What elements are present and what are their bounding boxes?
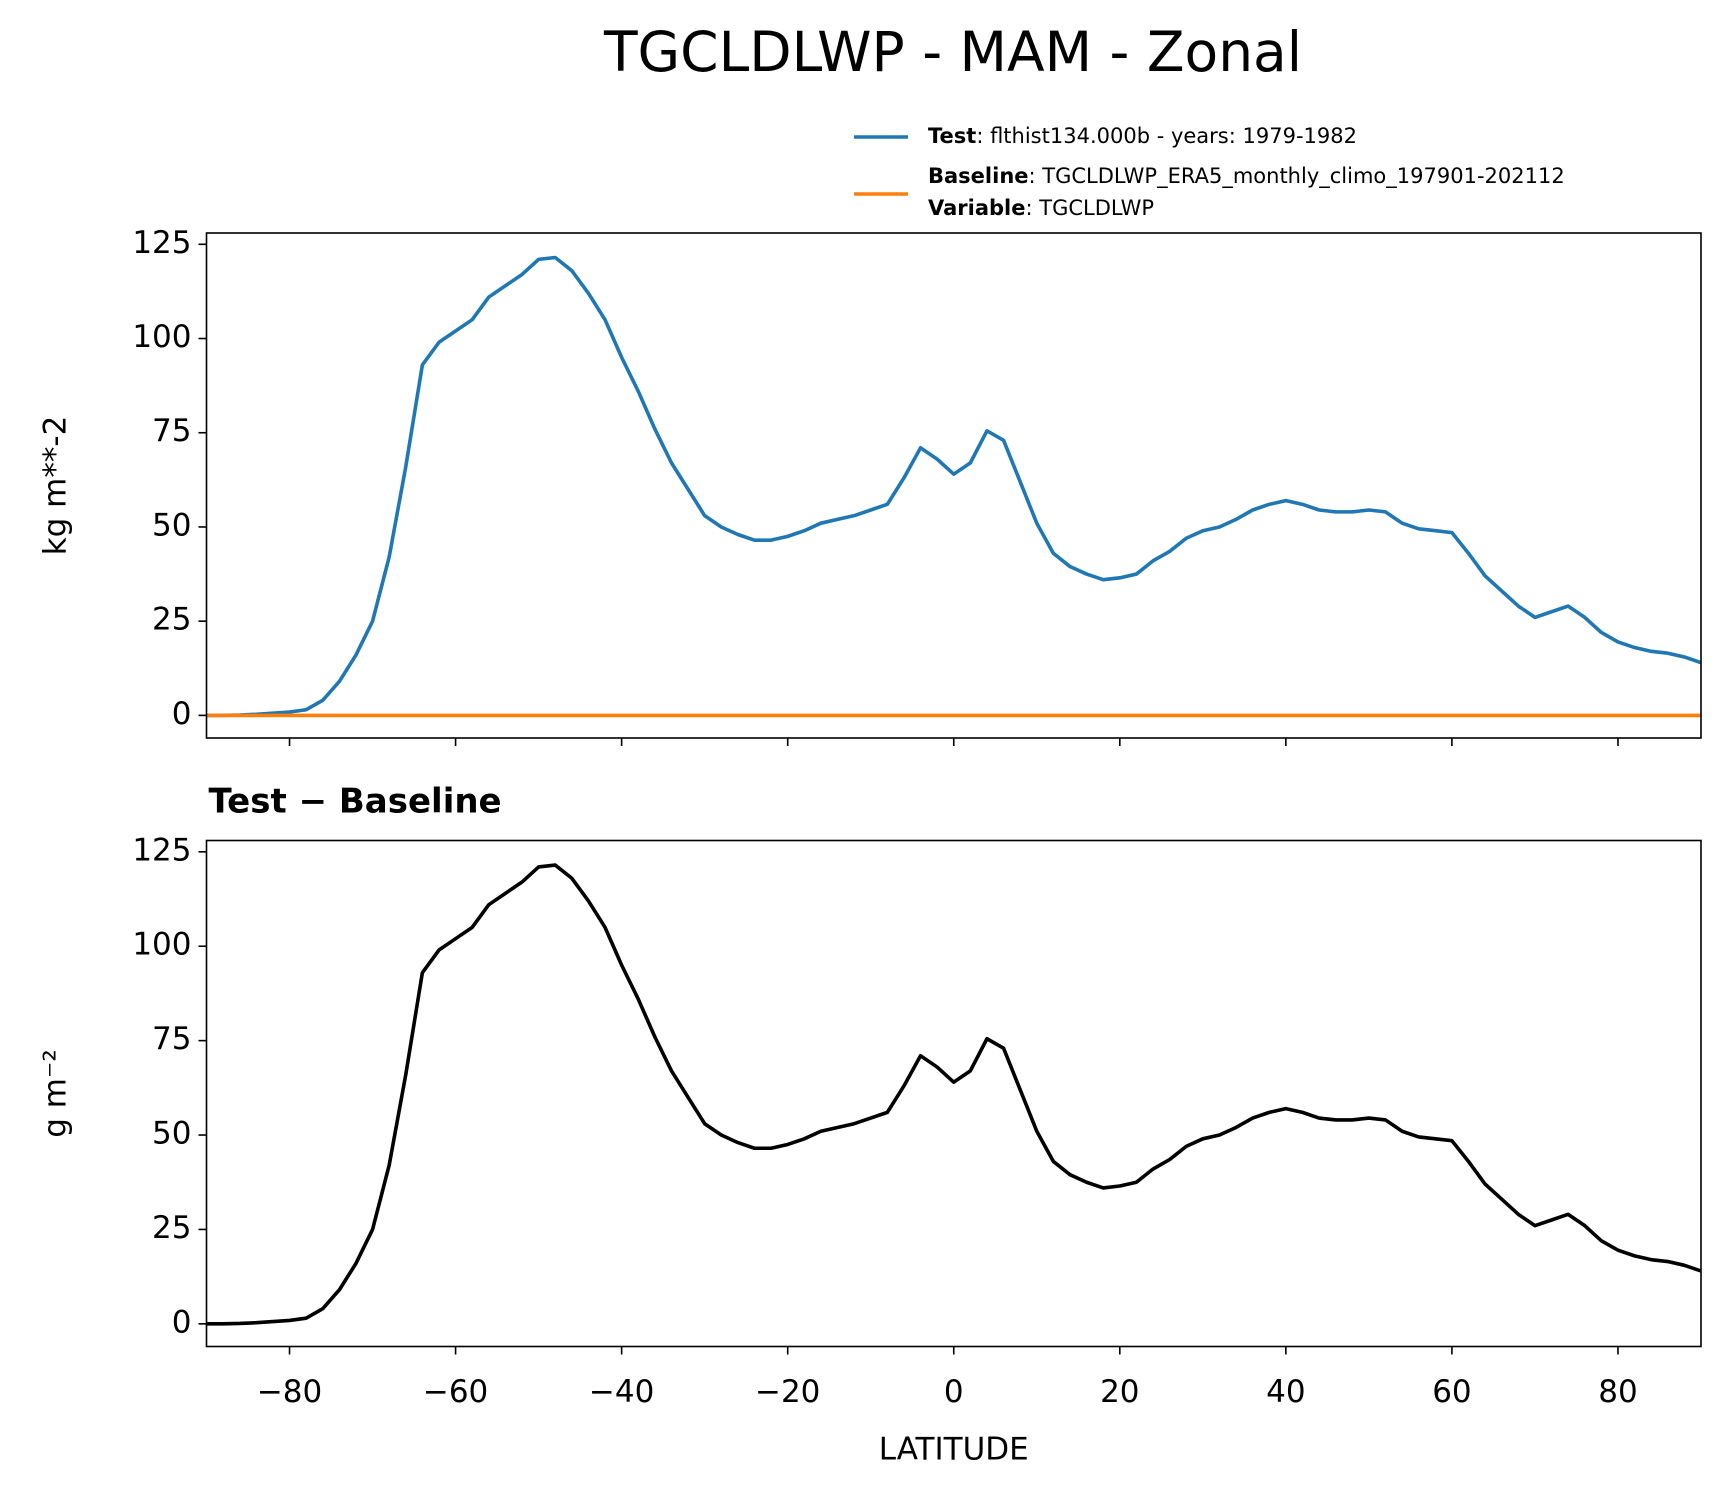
x-axis-label: LATITUDE bbox=[879, 1432, 1029, 1468]
y-tick-label: 25 bbox=[152, 1210, 191, 1246]
y-tick-label: 25 bbox=[152, 602, 191, 638]
legend-description: : flthist134.000b - years: 1979-1982 bbox=[976, 124, 1357, 148]
x-tick-label: 80 bbox=[1598, 1374, 1637, 1410]
axes-title: Test − Baseline bbox=[209, 782, 502, 822]
y-tick-label: 100 bbox=[132, 319, 191, 355]
y-axis-label: kg m**-2 bbox=[38, 416, 74, 556]
legend-entry: Baseline: TGCLDLWP_ERA5_monthly_climo_19… bbox=[928, 164, 1565, 189]
legend-name: Test bbox=[928, 124, 976, 148]
plot-area bbox=[206, 863, 1701, 1326]
y-axis-label: g m⁻² bbox=[38, 1049, 74, 1138]
legend-entry: Variable: TGCLDLWP bbox=[928, 196, 1154, 220]
x-tick-label: −20 bbox=[755, 1374, 820, 1410]
x-tick-label: −40 bbox=[589, 1374, 654, 1410]
axes-frame bbox=[205, 232, 1702, 739]
legend-description: : TGCLDLWP_ERA5_monthly_climo_197901-202… bbox=[1029, 164, 1565, 189]
legend-name: Variable bbox=[928, 196, 1025, 220]
y-tick-label: 0 bbox=[172, 1304, 192, 1340]
legend-name: Baseline bbox=[928, 164, 1029, 188]
x-tick-label: 0 bbox=[944, 1374, 964, 1410]
y-tick-label: 100 bbox=[132, 927, 191, 963]
x-tick-label: 40 bbox=[1266, 1374, 1305, 1410]
x-tick-label: 60 bbox=[1432, 1374, 1471, 1410]
legend-entry: Test: flthist134.000b - years: 1979-1982 bbox=[928, 124, 1357, 148]
plot-area bbox=[206, 255, 1701, 718]
y-tick-label: 0 bbox=[172, 696, 192, 732]
y-tick-label: 125 bbox=[132, 832, 191, 868]
y-tick-label: 75 bbox=[152, 413, 191, 449]
y-tick-label: 125 bbox=[132, 225, 191, 261]
data-line bbox=[206, 863, 1701, 1326]
y-tick-label: 75 bbox=[152, 1021, 191, 1057]
legend-description: : TGCLDLWP bbox=[1025, 196, 1154, 220]
x-tick-label: −60 bbox=[423, 1374, 488, 1410]
x-tick-label: 20 bbox=[1100, 1374, 1139, 1410]
data-line bbox=[206, 255, 1701, 718]
x-tick-label: −80 bbox=[257, 1374, 322, 1410]
y-tick-label: 50 bbox=[152, 507, 191, 543]
figure-title: TGCLDLWP - MAM - Zonal bbox=[603, 20, 1302, 84]
axes-frame bbox=[205, 839, 1702, 1348]
y-tick-label: 50 bbox=[152, 1116, 191, 1152]
